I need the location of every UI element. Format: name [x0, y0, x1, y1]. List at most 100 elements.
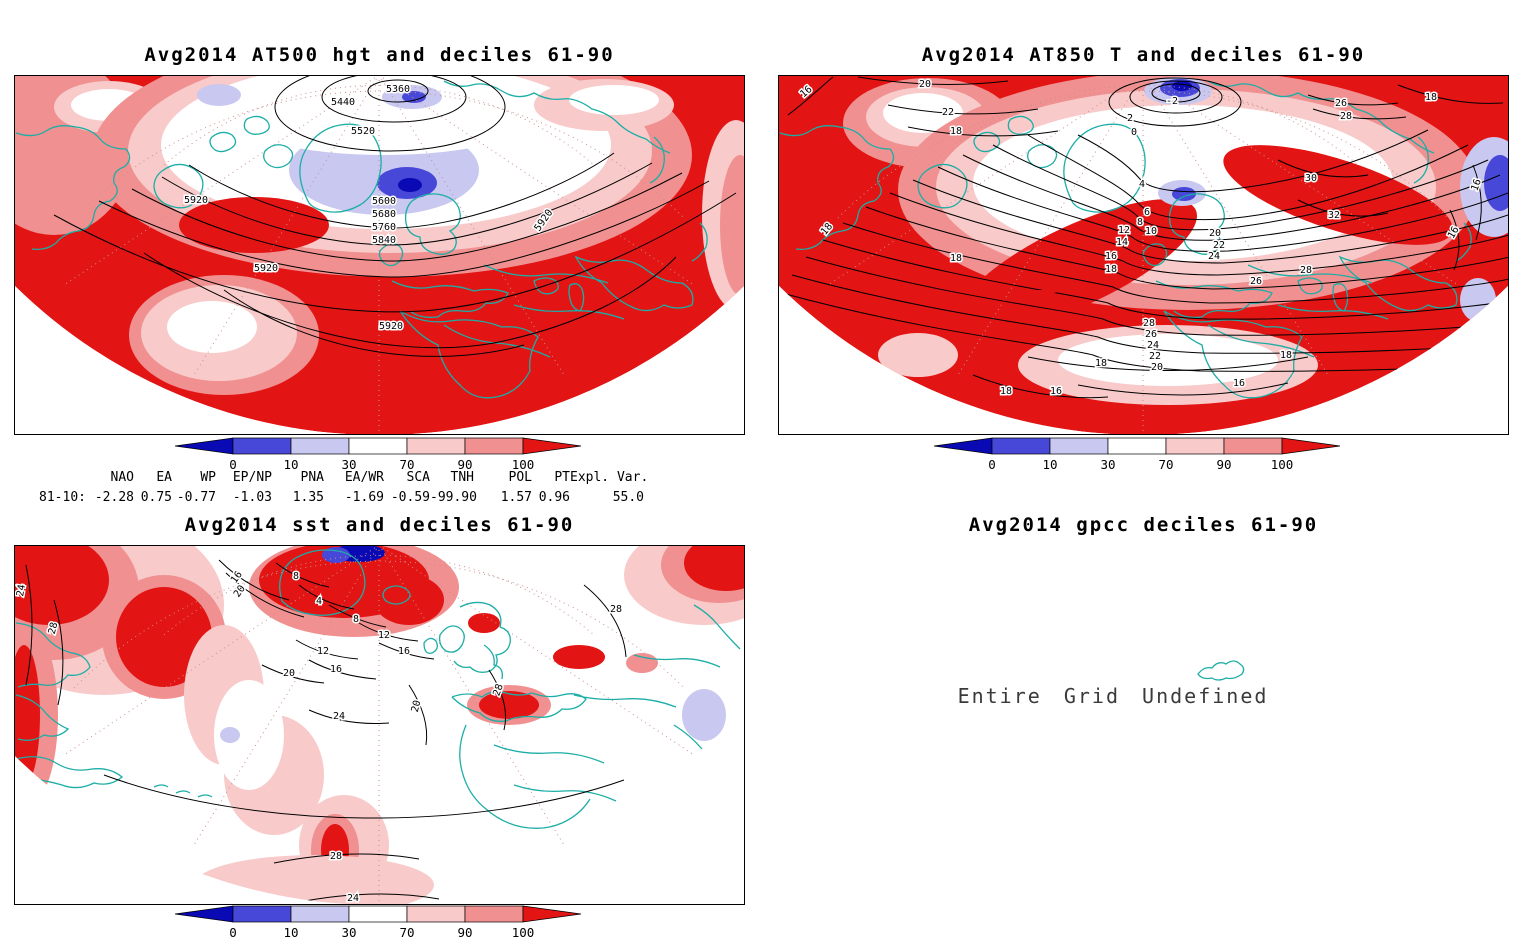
contour-label: 12	[1118, 225, 1130, 236]
colorbar-tick: 10	[1042, 457, 1057, 472]
gpcc-island-outline	[1197, 660, 1245, 681]
at500-title: Avg2014 AT500 hgt and deciles 61-90	[144, 44, 615, 66]
colorbar-segment	[1107, 437, 1167, 455]
tele-header: SCA	[406, 470, 430, 485]
contour-label: 5920	[379, 321, 403, 332]
contour-label: 2	[1127, 113, 1133, 124]
contour-label: 22	[1149, 351, 1161, 362]
contour-label: 18	[1095, 358, 1107, 369]
contour-label: 5920	[254, 263, 278, 274]
contour-label: 18	[1000, 386, 1012, 397]
contour-label: 20	[283, 668, 295, 679]
contour-label: 14	[1116, 237, 1128, 248]
colorbar-tick: 70	[399, 457, 414, 472]
tele-header: PT	[554, 470, 570, 485]
colorbar-segment	[406, 437, 466, 455]
contour-label: 20	[1151, 362, 1163, 373]
tele-value: -0.59	[390, 490, 430, 505]
colorbar-tick: 90	[457, 925, 472, 940]
sst-map-border	[14, 545, 745, 905]
colorbar-tick: 0	[229, 457, 237, 472]
colorbar-segment	[464, 905, 524, 923]
color-bar-tick: 10	[283, 457, 298, 472]
contour-label: 4	[1139, 179, 1145, 190]
colorbar-tick: 90	[457, 457, 472, 472]
at500-decile-shading	[15, 76, 744, 435]
colorbar-tick: 70	[399, 925, 414, 940]
contour-label: 5360	[386, 84, 410, 95]
colorbar-segment	[1223, 437, 1283, 455]
teleconnection-table: NAO EA WP EP/NP PNA EA/WR SCA TNH POL PT…	[28, 470, 648, 505]
at500-map-border	[14, 75, 745, 435]
at850-colorbar: 0 10 30 70 90 100	[933, 437, 1341, 472]
contour-label: 0	[1131, 127, 1137, 138]
colorbar-tick: 30	[1100, 457, 1115, 472]
colorbar-tick: 100	[512, 925, 535, 940]
tele-header: EA/WR	[344, 470, 384, 485]
at500-colorbar: 0 10 30 70 90 100	[174, 437, 582, 472]
sst-colorbar: 0 10 30 70 90 100	[174, 905, 582, 940]
contour-label: 18	[950, 126, 962, 137]
contour-label: 16	[1105, 251, 1117, 262]
colorbar-segment	[348, 437, 408, 455]
contour-label: 26	[1335, 98, 1347, 109]
sst-title: Avg2014 sst and deciles 61-90	[184, 514, 575, 536]
tele-header: EA	[156, 470, 172, 485]
colorbar-right-arrow	[522, 905, 582, 923]
contour-label: 20	[410, 699, 424, 713]
contour-label: -2	[1166, 96, 1178, 107]
sst-contours	[25, 559, 627, 904]
tele-row-label: 81-10:	[39, 490, 86, 505]
contour-label: 5600	[372, 196, 396, 207]
tele-header: POL	[508, 470, 532, 485]
colorbar-tick: 0	[988, 457, 996, 472]
contour-label: 26	[1145, 329, 1157, 340]
colorbar-tick: 100	[512, 457, 535, 472]
contour-label: 5920	[184, 195, 208, 206]
contour-label: 8	[1137, 217, 1143, 228]
tele-value: -2.28	[94, 490, 134, 505]
tele-value: 0.75	[140, 490, 172, 505]
at500-map: 5360 5440 5520 5600 5680 5760 5840 5920 …	[14, 75, 745, 435]
colorbar-tick: 100	[1271, 457, 1294, 472]
contour-label: 24	[1147, 340, 1159, 351]
contour-label: 12	[378, 630, 390, 641]
colorbar-left-arrow	[174, 905, 234, 923]
colorbar-tick: 30	[341, 925, 356, 940]
at500-contours	[53, 76, 737, 357]
island-path	[1197, 660, 1245, 681]
contour-label: 18	[950, 253, 962, 264]
contour-label: 24	[347, 893, 359, 904]
colorbar-tick: 30	[341, 457, 356, 472]
contour-label: 30	[1305, 173, 1317, 184]
tele-value: 55.0	[612, 490, 644, 505]
at850-map: 16 20 22 18 -2 2 0 4 6 8 12 10 14 16 18 …	[778, 75, 1509, 435]
contour-label: 5520	[351, 126, 375, 137]
contour-label: 26	[1250, 276, 1262, 287]
tele-value: -0.77	[176, 490, 216, 505]
colorbar-segment	[464, 437, 524, 455]
tele-value: -99.90	[430, 490, 477, 505]
tele-header: PNA	[300, 470, 324, 485]
colorbar-segment	[232, 905, 292, 923]
colorbar-segment	[991, 437, 1051, 455]
contour-label: 28	[330, 851, 342, 862]
colorbar-tick: 90	[1216, 457, 1231, 472]
sst-map: 24 28 16 20 8 4 8 12 12 16 20 16 20 24 2…	[14, 545, 745, 905]
colorbar-segment	[406, 905, 466, 923]
contour-label: 5840	[372, 235, 396, 246]
contour-label: 16	[1050, 386, 1062, 397]
contour-label: 22	[942, 107, 954, 118]
tele-header: TNH	[450, 470, 474, 485]
colorbar-segment	[348, 905, 408, 923]
colorbar-tick: 0	[229, 925, 237, 940]
colorbar-right-arrow	[1281, 437, 1341, 455]
tele-value: -1.03	[232, 490, 272, 505]
contour-label: 20	[919, 79, 931, 90]
contour-label: 5760	[372, 222, 396, 233]
contour-label: 18	[1105, 264, 1117, 275]
at850-wind-arrow	[1030, 287, 1062, 295]
tele-value: 0.96	[538, 490, 570, 505]
contour-label: 28	[1300, 265, 1312, 276]
contour-label: 28	[1340, 111, 1352, 122]
